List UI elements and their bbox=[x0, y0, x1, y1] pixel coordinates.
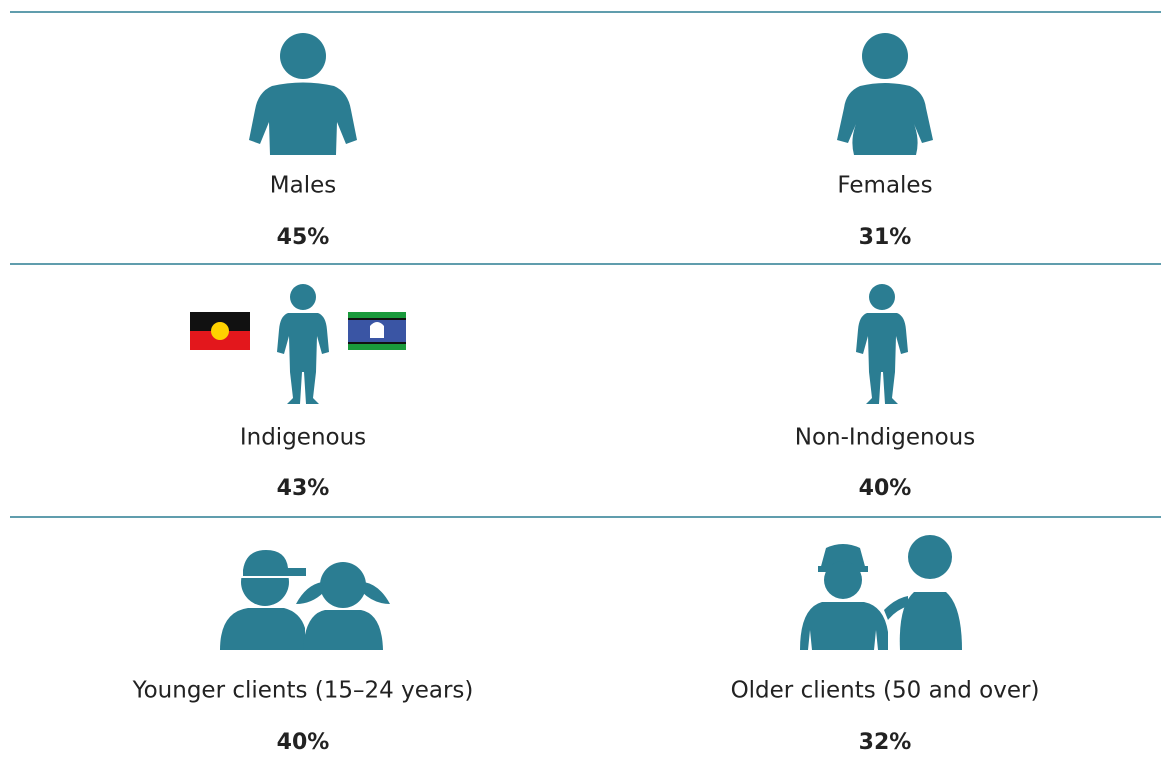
value: 31% bbox=[859, 225, 912, 250]
label: Females bbox=[837, 173, 932, 199]
value: 40% bbox=[859, 476, 912, 501]
label: Non-Indigenous bbox=[795, 425, 975, 451]
younger-icon bbox=[220, 548, 390, 650]
indigenous-icon bbox=[277, 284, 329, 404]
label: Males bbox=[270, 173, 336, 199]
torres-strait-flag bbox=[348, 312, 406, 350]
label: Older clients (50 and over) bbox=[731, 678, 1040, 704]
male-icon bbox=[249, 33, 357, 155]
female-icon bbox=[837, 33, 933, 155]
value: 32% bbox=[859, 730, 912, 755]
non-indigenous-icon bbox=[856, 284, 908, 404]
value: 45% bbox=[277, 225, 330, 250]
label: Younger clients (15–24 years) bbox=[132, 678, 474, 704]
older-icon bbox=[800, 535, 962, 650]
aboriginal-flag bbox=[190, 312, 250, 350]
label: Indigenous bbox=[240, 425, 366, 451]
value: 40% bbox=[277, 730, 330, 755]
value: 43% bbox=[277, 476, 330, 501]
